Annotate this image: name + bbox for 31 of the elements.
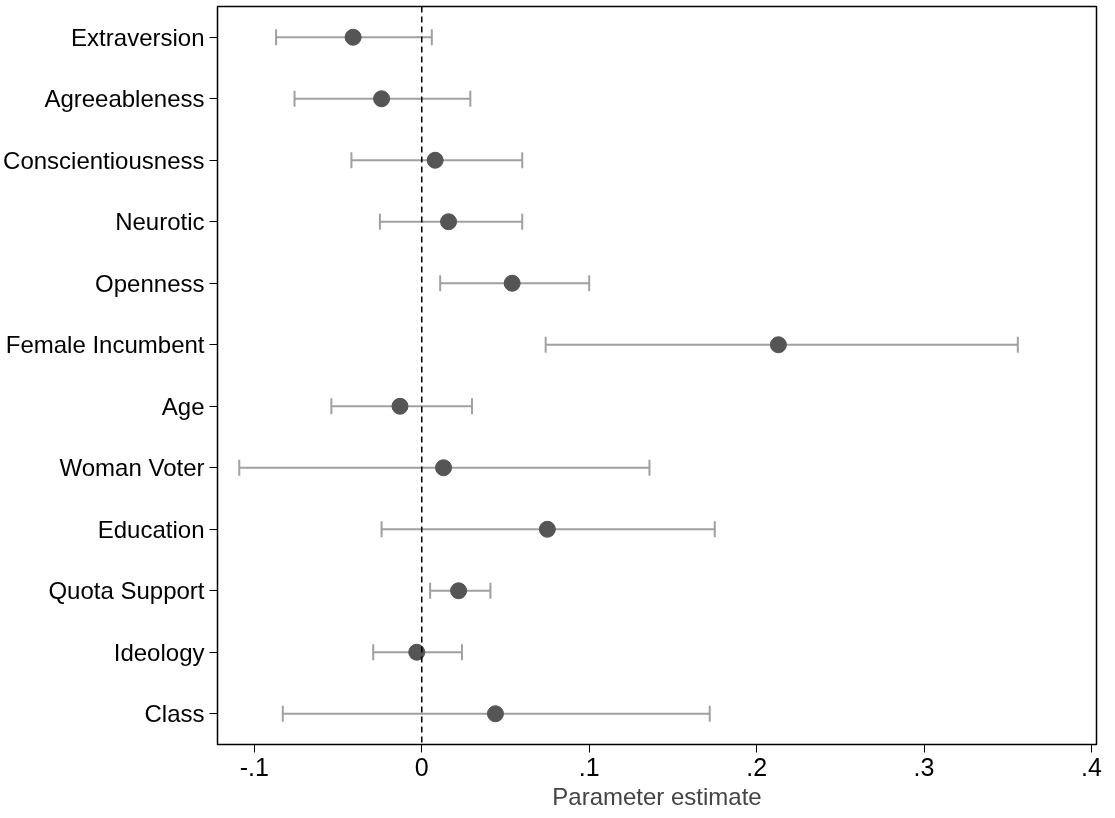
x-tick-label: .3: [913, 752, 935, 781]
y-tick-label: Class: [144, 700, 205, 728]
point: [391, 397, 409, 415]
point: [538, 520, 556, 538]
point: [373, 90, 391, 108]
point: [503, 274, 521, 292]
y-tick-label: Woman Voter: [59, 454, 205, 482]
point: [450, 582, 468, 600]
point: [426, 151, 444, 169]
y-tick-label: Age: [161, 392, 205, 420]
x-tick-label: 0: [414, 752, 429, 781]
y-tick-label: Conscientiousness: [3, 146, 205, 174]
y-tick-label: Ideology: [113, 638, 205, 666]
y-tick-label: Quota Support: [48, 577, 205, 605]
y-tick-label: Openness: [95, 269, 205, 297]
point: [486, 705, 504, 723]
x-axis-title: Parameter estimate: [552, 782, 762, 810]
x-tick-label: .1: [578, 752, 600, 781]
point: [344, 28, 362, 46]
x-tick-label: -.1: [239, 752, 269, 781]
x-tick-label: .2: [746, 752, 768, 781]
x-tick-label: .4: [1081, 752, 1102, 781]
y-tick-label: Agreeableness: [44, 85, 205, 113]
y-tick-label: Neurotic: [115, 208, 205, 236]
point: [408, 643, 426, 661]
point: [435, 459, 453, 477]
y-tick-label: Extraversion: [71, 23, 205, 51]
point: [769, 336, 787, 354]
y-tick-label: Female Incumbent: [5, 331, 205, 359]
y-tick-label: Education: [97, 515, 205, 543]
point: [440, 213, 458, 231]
